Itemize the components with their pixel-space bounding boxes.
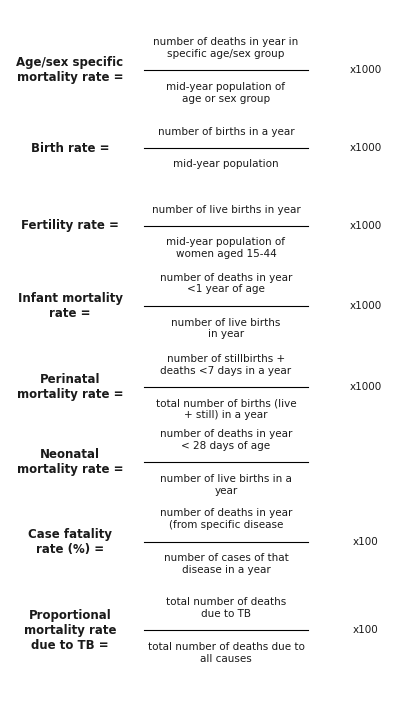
Text: number of deaths in year
< 28 days of age: number of deaths in year < 28 days of ag… (160, 429, 292, 451)
Text: mid-year population: mid-year population (173, 159, 279, 169)
Text: total number of births (live
+ still) in a year: total number of births (live + still) in… (156, 398, 296, 421)
Text: Infant mortality
rate =: Infant mortality rate = (18, 292, 122, 320)
Text: Proportional
mortality rate
due to TB =: Proportional mortality rate due to TB = (24, 609, 116, 652)
Text: x1000: x1000 (350, 382, 382, 392)
Text: x1000: x1000 (350, 221, 382, 231)
Text: mid-year population of
age or sex group: mid-year population of age or sex group (166, 82, 286, 104)
Text: number of stillbirths +
deaths <7 days in a year: number of stillbirths + deaths <7 days i… (160, 354, 292, 376)
Text: number of births in a year: number of births in a year (158, 127, 294, 137)
Text: Neonatal
mortality rate =: Neonatal mortality rate = (17, 448, 123, 476)
Text: number of deaths in year in
specific age/sex group: number of deaths in year in specific age… (153, 37, 299, 59)
Text: number of live births
in year: number of live births in year (171, 318, 281, 339)
Text: number of deaths in year
<1 year of age: number of deaths in year <1 year of age (160, 273, 292, 294)
Text: number of live births in year: number of live births in year (152, 205, 300, 215)
Text: Perinatal
mortality rate =: Perinatal mortality rate = (17, 373, 123, 401)
Text: Birth rate =: Birth rate = (31, 141, 109, 155)
Text: x1000: x1000 (350, 143, 382, 153)
Text: number of live births in a
year: number of live births in a year (160, 474, 292, 496)
Text: Fertility rate =: Fertility rate = (21, 219, 119, 232)
Text: x1000: x1000 (350, 66, 382, 76)
Text: x100: x100 (353, 625, 379, 635)
Text: x100: x100 (353, 537, 379, 547)
Text: Case fatality
rate (%) =: Case fatality rate (%) = (28, 528, 112, 555)
Text: x1000: x1000 (350, 301, 382, 311)
Text: mid-year population of
women aged 15-44: mid-year population of women aged 15-44 (166, 237, 286, 259)
Text: number of deaths in year
(from specific disease: number of deaths in year (from specific … (160, 508, 292, 530)
Text: number of cases of that
disease in a year: number of cases of that disease in a yea… (164, 553, 288, 575)
Text: Age/sex specific
mortality rate =: Age/sex specific mortality rate = (16, 56, 124, 84)
Text: total number of deaths
due to TB: total number of deaths due to TB (166, 598, 286, 619)
Text: total number of deaths due to
all causes: total number of deaths due to all causes (148, 642, 304, 663)
